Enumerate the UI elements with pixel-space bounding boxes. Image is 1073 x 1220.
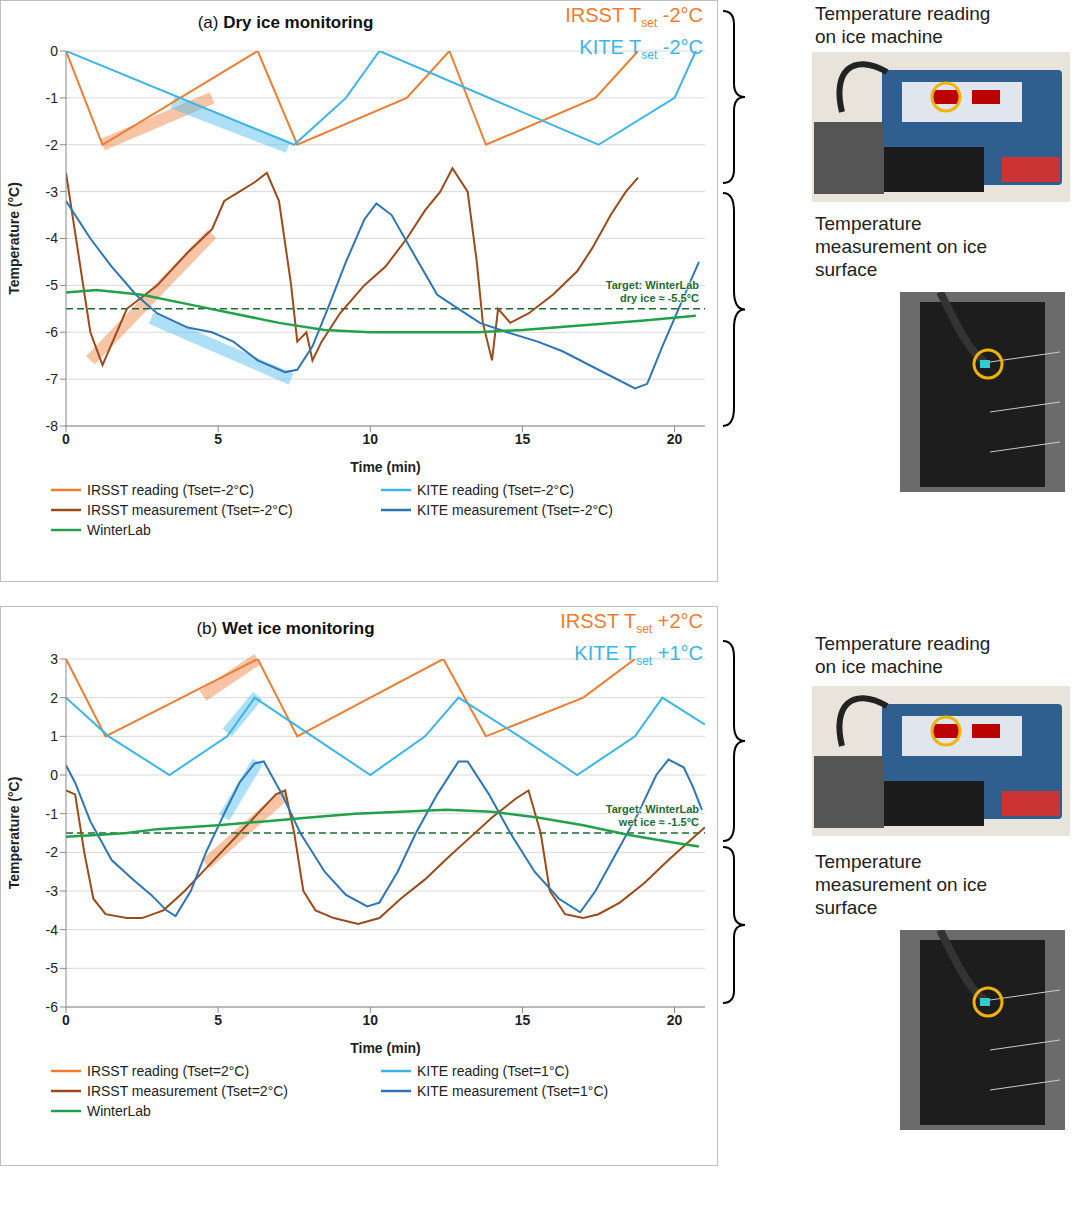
html-text:WinterLab: WinterLab <box>87 522 151 538</box>
html-text:IRSST Tset-2°C: IRSST Tset-2°C <box>565 4 703 30</box>
svg-text:-1: -1 <box>46 806 59 822</box>
html-text:Temperature: Temperature <box>815 851 922 872</box>
svg-text:0: 0 <box>62 1012 70 1028</box>
svg-text:-8: -8 <box>46 418 59 434</box>
svg-text:Temperature (°C): Temperature (°C) <box>6 777 22 890</box>
svg-text:Temperature (°C): Temperature (°C) <box>6 182 22 295</box>
svg-text:-2: -2 <box>46 844 59 860</box>
html-text:IRSST measurement (Tset=2°C): IRSST measurement (Tset=2°C) <box>87 1083 288 1099</box>
svg-text:20: 20 <box>667 431 683 447</box>
html-text:KITE reading (Tset=-2°C): KITE reading (Tset=-2°C) <box>417 482 574 498</box>
html-text:dry ice ≈ -5.5°C: dry ice ≈ -5.5°C <box>620 291 699 304</box>
html-text:wet ice ≈ -1.5°C: wet ice ≈ -1.5°C <box>618 816 699 828</box>
html-text:KITE measurement (Tset=1°C): KITE measurement (Tset=1°C) <box>417 1083 609 1099</box>
html-text:(b) Wet ice monitoring: (b) Wet ice monitoring <box>196 619 375 638</box>
svg-text:20: 20 <box>667 1012 683 1028</box>
html-text:KITE measurement (Tset=-2°C): KITE measurement (Tset=-2°C) <box>417 502 613 518</box>
svg-text:-6: -6 <box>46 324 59 340</box>
svg-text:Time (min): Time (min) <box>350 459 421 475</box>
html-text:KITE reading (Tset=1°C): KITE reading (Tset=1°C) <box>417 1063 570 1079</box>
svg-text:0: 0 <box>62 431 70 447</box>
svg-text:5: 5 <box>214 431 222 447</box>
html-text:IRSST reading (Tset=2°C): IRSST reading (Tset=2°C) <box>87 1063 250 1079</box>
svg-text:2: 2 <box>50 690 58 706</box>
html-text:on ice machine: on ice machine <box>815 26 943 47</box>
svg-text:10: 10 <box>362 1012 378 1028</box>
svg-text:1: 1 <box>50 728 58 744</box>
html-text:Temperature reading: Temperature reading <box>815 633 991 654</box>
html-text:KITE Tset+1°C: KITE Tset+1°C <box>574 642 703 668</box>
svg-text:-4: -4 <box>46 230 59 246</box>
svg-text:10: 10 <box>362 431 378 447</box>
html-text:(a) Dry ice monitoring: (a) Dry ice monitoring <box>197 13 374 32</box>
svg-text:-7: -7 <box>46 371 59 387</box>
html-text:IRSST measurement (Tset=-2°C): IRSST measurement (Tset=-2°C) <box>87 502 293 518</box>
svg-text:15: 15 <box>515 431 531 447</box>
svg-text:Time (min): Time (min) <box>350 1040 421 1056</box>
svg-text:-3: -3 <box>46 883 59 899</box>
svg-text:0: 0 <box>50 767 58 783</box>
svg-text:5: 5 <box>214 1012 222 1028</box>
html-text:measurement on ice: measurement on ice <box>815 236 988 257</box>
html-text:KITE Tset-2°C: KITE Tset-2°C <box>579 36 703 62</box>
html-text:on ice machine: on ice machine <box>815 656 943 677</box>
svg-text:-1: -1 <box>46 90 59 106</box>
svg-text:-5: -5 <box>46 960 59 976</box>
svg-text:-5: -5 <box>46 277 59 293</box>
svg-text:0: 0 <box>50 43 58 59</box>
svg-text:-2: -2 <box>46 137 59 153</box>
svg-text:-4: -4 <box>46 922 59 938</box>
svg-text:3: 3 <box>50 651 58 667</box>
html-text:IRSST Tset+2°C: IRSST Tset+2°C <box>560 610 703 636</box>
html-text:WinterLab: WinterLab <box>87 1103 151 1119</box>
svg-text:15: 15 <box>515 1012 531 1028</box>
html-text:measurement on ice: measurement on ice <box>815 874 988 895</box>
html-text:Temperature: Temperature <box>815 213 922 234</box>
svg-text:-3: -3 <box>46 184 59 200</box>
html-text:surface: surface <box>815 259 878 280</box>
html-text:IRSST reading (Tset=-2°C): IRSST reading (Tset=-2°C) <box>87 482 254 498</box>
html-text:Temperature reading: Temperature reading <box>815 3 991 24</box>
svg-text:-6: -6 <box>46 999 59 1015</box>
html-text:surface: surface <box>815 897 878 918</box>
html-text:Target: WinterLab: Target: WinterLab <box>605 278 699 291</box>
html-text:Target: WinterLab: Target: WinterLab <box>605 803 699 815</box>
